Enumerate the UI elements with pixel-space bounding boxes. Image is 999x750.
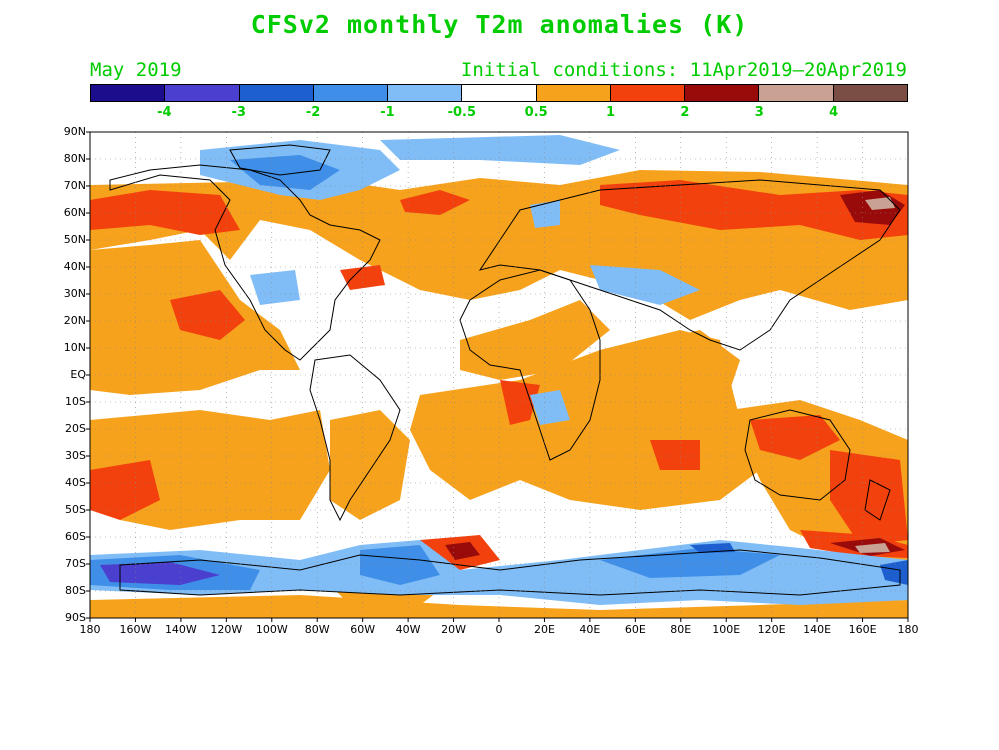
- longitude-label: 180: [897, 623, 919, 636]
- anomaly-field: [90, 132, 908, 618]
- anomaly-region: [855, 543, 890, 553]
- longitude-label: 0: [495, 623, 503, 636]
- colorbar-label: 1: [606, 105, 616, 120]
- coastlines: [109, 144, 901, 596]
- colorbar-swatch: [388, 85, 463, 101]
- anomaly-region: [380, 135, 620, 165]
- axis-ticks: [86, 131, 909, 622]
- latitude-label: 70N: [63, 179, 86, 192]
- colorbar-label: -0.5: [447, 105, 477, 120]
- anomaly-region: [530, 390, 570, 425]
- longitude-label: 60W: [350, 623, 376, 636]
- longitude-label: 120W: [210, 623, 243, 636]
- anomaly-region: [90, 190, 240, 235]
- latitude-label: 40N: [63, 260, 86, 273]
- latitude-label: 70S: [65, 557, 86, 570]
- chart-title: CFSv2 monthly T2m anomalies (K): [250, 10, 749, 39]
- anomaly-region: [400, 190, 470, 215]
- latitude-label: 80N: [63, 152, 86, 165]
- longitude-label: 160E: [848, 623, 877, 636]
- anomaly-region: [530, 200, 560, 228]
- longitude-label: 20E: [533, 623, 555, 636]
- anomaly-region: [460, 300, 610, 380]
- anomaly-region: [865, 197, 895, 210]
- colorbar-swatch: [536, 85, 611, 101]
- anomaly-region: [330, 410, 410, 520]
- latitude-label: 50N: [63, 233, 86, 246]
- anomaly-region: [500, 380, 540, 425]
- anomaly-region: [620, 330, 740, 430]
- latitude-label: 20S: [65, 422, 86, 435]
- anomaly-region: [600, 180, 908, 240]
- longitude-label: 80E: [670, 623, 692, 636]
- latitude-label: 10S: [65, 395, 86, 408]
- latitude-label: 30S: [65, 449, 86, 462]
- longitude-label: 40E: [579, 623, 601, 636]
- colorbar: [90, 84, 908, 102]
- longitude-label: 140W: [164, 623, 197, 636]
- latitude-label: 40S: [65, 476, 86, 489]
- colorbar-label: -2: [305, 105, 321, 120]
- anomaly-region: [360, 545, 440, 585]
- latitude-label: 80S: [65, 584, 86, 597]
- anomaly-region: [90, 595, 908, 618]
- anomaly-region: [100, 562, 220, 585]
- colorbar-swatch: [833, 85, 907, 101]
- graticule: [90, 132, 908, 618]
- latitude-label: 60S: [65, 530, 86, 543]
- anomaly-region: [590, 265, 700, 305]
- longitude-label: 160W: [119, 623, 152, 636]
- anomaly-region: [690, 543, 735, 553]
- longitude-label: 100E: [712, 623, 741, 636]
- longitude-label: 60E: [624, 623, 646, 636]
- anomaly-region: [250, 270, 300, 305]
- latitude-label: 90S: [65, 611, 86, 624]
- colorbar-label: 4: [829, 105, 839, 120]
- anomaly-region: [230, 155, 340, 190]
- colorbar-swatch: [462, 85, 537, 101]
- anomaly-region: [650, 440, 700, 470]
- colorbar-swatch: [610, 85, 686, 101]
- colorbar-label: 3: [754, 105, 764, 120]
- colorbar-label: -1: [380, 105, 395, 120]
- colorbar-label: 2: [680, 105, 690, 120]
- colorbar-swatch: [91, 85, 166, 101]
- latitude-label: 50S: [65, 503, 86, 516]
- latitude-label: 30N: [63, 287, 86, 300]
- longitude-label: 40W: [395, 623, 421, 636]
- initial-conditions: Initial conditions: 11Apr2019–20Apr2019: [460, 59, 907, 81]
- latitude-label: 60N: [63, 206, 86, 219]
- longitude-label: 180: [79, 623, 101, 636]
- longitude-label: 120E: [757, 623, 786, 636]
- colorbar-swatch: [685, 85, 760, 101]
- colorbar-swatch: [313, 85, 389, 101]
- anomaly-region: [830, 450, 908, 545]
- longitude-label: 80W: [304, 623, 330, 636]
- colorbar-swatch: [759, 85, 834, 101]
- latitude-label: EQ: [70, 368, 86, 381]
- longitude-label: 20W: [441, 623, 466, 636]
- latitude-label: 10N: [63, 341, 86, 354]
- colorbar-label: -4: [157, 105, 172, 120]
- anomaly-region: [750, 415, 840, 460]
- colorbar-swatch: [239, 85, 314, 101]
- colorbar-label: -3: [231, 105, 246, 120]
- longitude-label: 140E: [803, 623, 832, 636]
- colorbar-swatch: [165, 85, 240, 101]
- forecast-month: May 2019: [90, 59, 182, 81]
- colorbar-label: 0.5: [524, 105, 548, 120]
- latitude-label: 90N: [63, 125, 86, 138]
- anomaly-region: [90, 460, 160, 520]
- anomaly-region: [880, 560, 908, 585]
- longitude-label: 100W: [255, 623, 288, 636]
- latitude-label: 20N: [63, 314, 86, 327]
- anomaly-region: [445, 542, 480, 560]
